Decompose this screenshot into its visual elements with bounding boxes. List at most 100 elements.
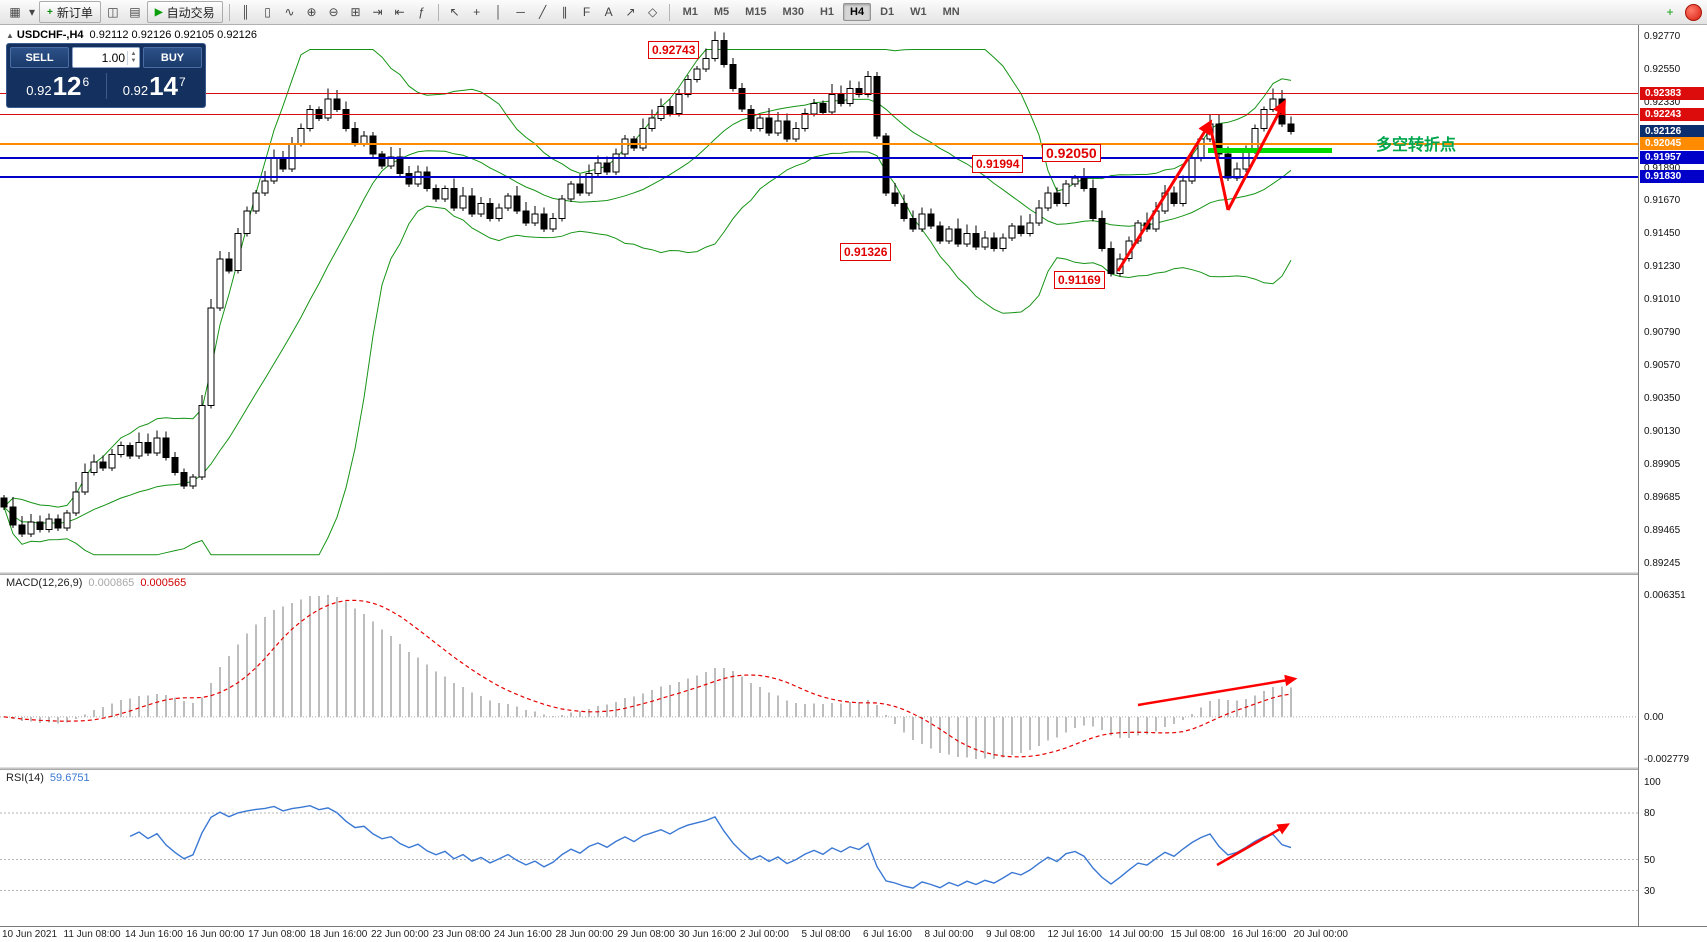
- rsi-axis-label-80: 80: [1644, 808, 1656, 819]
- new-order-button-label: 新订单: [56, 5, 93, 20]
- chart-shift-icon[interactable]: ⇤: [394, 5, 405, 19]
- profiles-icon[interactable]: ▤: [129, 5, 141, 19]
- new-order-button[interactable]: + 新订单: [39, 1, 101, 23]
- price-level-line-0.92243[interactable]: [0, 114, 1638, 116]
- time-axis-label: 17 Jun 08:00: [248, 929, 306, 940]
- timeframe-m5[interactable]: M5: [713, 6, 730, 18]
- annotation-text[interactable]: 多空转折点: [1376, 137, 1457, 154]
- spin-up-icon[interactable]: ▲: [130, 50, 137, 57]
- price-axis-label: 0.89245: [1644, 557, 1681, 569]
- macd-title: MACD(12,26,9): [6, 577, 83, 589]
- rsi-title: RSI(14): [6, 772, 44, 784]
- price-callout-0.91994[interactable]: 0.91994: [972, 155, 1024, 173]
- time-axis-label: 14 Jun 16:00: [125, 929, 183, 940]
- channel-icon[interactable]: ∥: [561, 5, 568, 19]
- lot-spinner[interactable]: ▲ ▼: [127, 50, 139, 65]
- bid-base: 0.92: [26, 83, 52, 98]
- chart-window-icon[interactable]: ◫: [107, 5, 119, 19]
- price-axis-label: 0.91230: [1644, 261, 1681, 273]
- autotrading-button-label: 自动交易: [166, 5, 215, 20]
- rsi-panel[interactable]: RSI(14) 59.6751: [0, 770, 1638, 926]
- price-tag-0.91830: 0.91830: [1640, 169, 1704, 183]
- price-tag-0.92045: 0.92045: [1640, 137, 1704, 151]
- time-axis-label: 15 Jul 08:00: [1170, 929, 1226, 940]
- indicators-icon[interactable]: ƒ: [418, 5, 425, 19]
- arrow-object-icon[interactable]: ↗: [625, 5, 636, 19]
- time-axis-label: 18 Jun 16:00: [309, 929, 368, 940]
- zoom-out-icon[interactable]: ⊖: [328, 5, 339, 19]
- time-axis-label: 10 Jun 2021: [2, 929, 58, 940]
- price-axis-label: 0.92330: [1644, 96, 1681, 108]
- vertical-line-icon[interactable]: │: [494, 5, 503, 19]
- support-highlight-line[interactable]: [1208, 148, 1332, 153]
- fibonacci-icon[interactable]: F: [582, 5, 591, 19]
- price-callout-0.92743[interactable]: 0.92743: [648, 41, 700, 59]
- autotrading-button[interactable]: ▶ 自动交易: [146, 1, 223, 23]
- symbol-period: USDCHF-,H4: [16, 29, 84, 41]
- time-axis-label: 14 Jul 00:00: [1109, 929, 1164, 940]
- price-level-line-0.91830[interactable]: [0, 175, 1638, 178]
- timeframe-d1[interactable]: D1: [880, 6, 895, 18]
- rsi-value: 59.6751: [49, 772, 90, 784]
- green-plus-icon[interactable]: +: [1666, 5, 1674, 19]
- timeframe-mn[interactable]: MN: [942, 6, 960, 18]
- spin-down-icon[interactable]: ▼: [130, 57, 137, 64]
- time-axis-label: 28 Jun 00:00: [555, 929, 614, 940]
- time-axis-label: 16 Jul 16:00: [1232, 929, 1287, 940]
- timeframe-h4[interactable]: H4: [843, 3, 872, 21]
- price-level-line-0.92045[interactable]: [0, 143, 1638, 146]
- price-level-line-0.92383[interactable]: [0, 93, 1638, 95]
- timeframe-m15[interactable]: M15: [745, 6, 767, 18]
- time-axis-label: 5 Jul 08:00: [801, 929, 851, 940]
- cursor-icon[interactable]: ↖: [449, 5, 460, 19]
- price-axis-label: 0.89905: [1644, 459, 1681, 471]
- price-axis-label: 0.90130: [1644, 425, 1681, 437]
- main-chart[interactable]: ▲ USDCHF-,H4 0.92112 0.92126 0.92105 0.921…: [0, 25, 1638, 572]
- toolbar: ▦ ▾ + 新订单 ◫ ▤ ▶ 自动交易 ║ ▯ ∿ ⊕ ⊖ ⊞ ⇥ ⇤ ƒ ↖ + │ ─ ╱ ∥ F A ↗ ◇ M1 M5 M15 M…: [0, 0, 1707, 25]
- tile-windows-icon[interactable]: ⊞: [350, 5, 361, 19]
- new-chart-icon[interactable]: ▦: [9, 5, 21, 19]
- time-axis-label: 29 Jun 08:00: [617, 929, 675, 940]
- auto-scroll-icon[interactable]: ⇥: [372, 5, 383, 19]
- rsi-axis-label-100: 100: [1644, 777, 1661, 788]
- timeframe-m30[interactable]: M30: [782, 6, 804, 18]
- horizontal-line-icon[interactable]: ─: [516, 5, 525, 19]
- bar-chart-icon[interactable]: ║: [241, 5, 250, 19]
- candlestick-chart-icon[interactable]: ▯: [264, 5, 271, 19]
- time-axis-label: 16 Jun 00:00: [186, 929, 245, 940]
- shapes-icon[interactable]: ◇: [647, 5, 658, 19]
- buy-button[interactable]: BUY: [143, 47, 202, 68]
- bid-price[interactable]: 0.92 12 6: [10, 71, 106, 101]
- price-callout-0.91326[interactable]: 0.91326: [840, 243, 892, 261]
- price-callout-0.92050[interactable]: 0.92050: [1042, 144, 1101, 162]
- price-tag-0.91957: 0.91957: [1640, 150, 1704, 164]
- panel-divider[interactable]: [0, 767, 1707, 770]
- price-tag-0.92126: 0.92126: [1640, 125, 1704, 139]
- zoom-in-icon[interactable]: ⊕: [306, 5, 317, 19]
- sell-button[interactable]: SELL: [10, 47, 69, 68]
- timeframe-h1[interactable]: H1: [819, 6, 835, 18]
- price-tag-0.92243: 0.92243: [1640, 107, 1704, 121]
- ask-price[interactable]: 0.92 14 7: [107, 71, 203, 101]
- line-chart-icon[interactable]: ∿: [284, 5, 295, 19]
- macd-plot: [0, 595, 1638, 759]
- price-tag-0.92383: 0.92383: [1640, 86, 1704, 100]
- time-axis[interactable]: 10 Jun 2021 11 Jun 08:00 14 Jun 16:00 16 Ju…: [0, 926, 1707, 942]
- panel-divider[interactable]: [0, 572, 1707, 575]
- lot-size-input[interactable]: 1.00 ▲ ▼: [72, 47, 140, 68]
- rsi-axis-label-30: 30: [1644, 885, 1656, 897]
- text-icon[interactable]: A: [604, 5, 613, 19]
- time-axis-label: 23 Jun 08:00: [432, 929, 491, 940]
- price-level-line-0.91957[interactable]: [0, 156, 1638, 159]
- price-axis[interactable]: 0.927700.925500.923300.921100.918900.916…: [1638, 25, 1707, 926]
- trendline-icon[interactable]: ╱: [538, 5, 547, 19]
- macd-panel[interactable]: MACD(12,26,9) 0.000865 0.000565: [0, 575, 1638, 767]
- crosshair-icon[interactable]: +: [473, 5, 481, 19]
- timeframe-w1[interactable]: W1: [910, 6, 927, 18]
- timeframe-m1[interactable]: M1: [682, 6, 698, 18]
- chart-dropdown-icon[interactable]: ▾: [28, 5, 36, 19]
- price-callout-0.91169[interactable]: 0.91169: [1054, 271, 1105, 289]
- red-circle-icon[interactable]: [1685, 3, 1702, 21]
- ohlc-values: 0.92112 0.92126 0.92105 0.92126: [89, 29, 257, 41]
- price-axis-label: 0.91670: [1644, 195, 1681, 207]
